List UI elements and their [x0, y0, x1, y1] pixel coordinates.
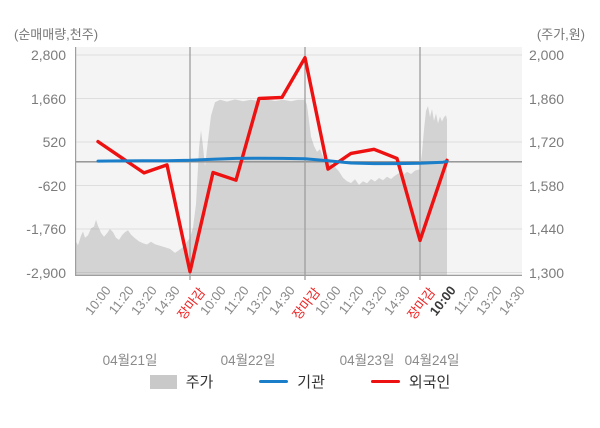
- foreigner-line-series: [96, 55, 449, 274]
- institution-line-series: [96, 156, 449, 166]
- date-label: 04월21일: [102, 353, 158, 368]
- legend-item-price: 주가: [149, 371, 214, 392]
- date-label: 04월23일: [339, 353, 395, 368]
- date-label: 04월22일: [220, 353, 276, 368]
- price-area-swatch: [149, 374, 177, 389]
- right-axis-tick-label: 1,300: [529, 264, 565, 281]
- institution-line-swatch: [259, 380, 289, 383]
- date-label: 04월24일: [404, 353, 460, 368]
- legend-label-institution: 기관: [297, 374, 325, 391]
- x-label-time: 10:00: [81, 283, 114, 318]
- left-axis-tick-label: -1,760: [26, 221, 66, 237]
- right-axis-tick-label: 1,720: [529, 134, 565, 150]
- right-axis-caption: (주가,원): [536, 27, 585, 42]
- chart-plot-area[interactable]: [75, 47, 522, 281]
- foreigner-line-swatch: [370, 380, 400, 383]
- chart-legend: 주가 기관 외국인: [0, 371, 600, 392]
- legend-label-price: 주가: [185, 374, 214, 391]
- left-axis-caption: (순매매량,천주): [14, 27, 99, 42]
- price-area-series: [75, 99, 447, 277]
- legend-label-foreigner: 외국인: [408, 374, 451, 391]
- right-axis-tick-label: 2,000: [529, 47, 565, 63]
- left-axis-tick-label: 520: [42, 134, 66, 150]
- legend-item-foreigner: 외국인: [370, 371, 451, 392]
- right-axis-tick-label: 1,860: [529, 90, 565, 107]
- left-axis-tick-label: -620: [37, 177, 66, 194]
- left-axis-tick-label: 1,660: [30, 90, 66, 107]
- left-axis-tick-label: 2,800: [30, 47, 66, 63]
- right-axis-tick-label: 1,580: [529, 177, 565, 194]
- legend-item-institution: 기관: [259, 371, 325, 392]
- right-axis-tick-label: 1,440: [529, 221, 565, 237]
- left-axis-tick-label: -2,900: [26, 264, 66, 281]
